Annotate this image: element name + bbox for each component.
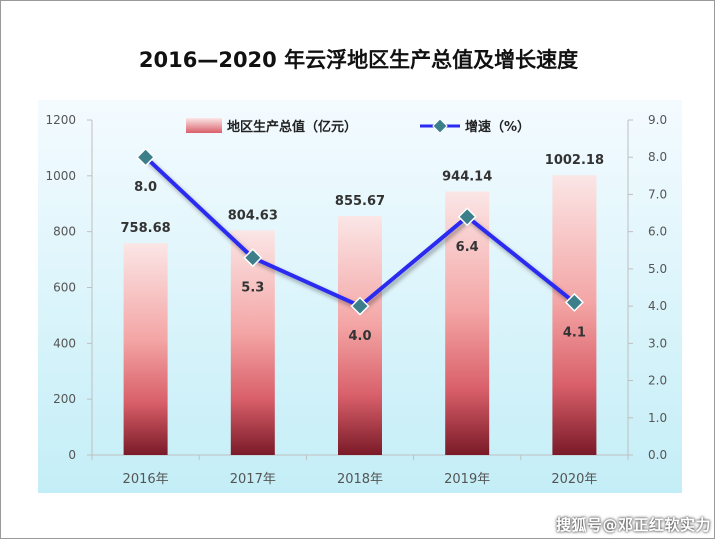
- right-axis-tick-label: 8.0: [648, 150, 667, 164]
- growth-data-label: 6.4: [456, 240, 479, 255]
- bar-series: [123, 175, 597, 456]
- left-axis-tick-label: 800: [53, 225, 76, 239]
- growth-marker: [243, 248, 263, 268]
- bar-data-label: 1002.18: [545, 153, 604, 168]
- left-axis-tick-label: 1200: [45, 113, 76, 127]
- left-axis: 0 200 400 600 800 1000 1200: [45, 113, 93, 462]
- watermark: 搜狐号@邓正红软实力: [555, 516, 711, 534]
- right-axis-tick-label: 1.0: [648, 411, 667, 425]
- growth-marker: [136, 147, 156, 167]
- legend-label-bar: 地区生产总值（亿元）: [227, 119, 357, 135]
- bar: [445, 191, 490, 455]
- legend-label-line: 增速（%）: [465, 119, 530, 135]
- growth-data-label: 4.1: [563, 325, 586, 340]
- bar: [230, 230, 275, 455]
- legend: 地区生产总值（亿元） 增速（%）: [186, 118, 530, 135]
- right-axis-tick-label: 2.0: [648, 374, 667, 388]
- growth-data-label: 5.3: [241, 281, 264, 296]
- growth-data-label: 8.0: [134, 180, 157, 195]
- growth-data-label: 4.0: [348, 329, 371, 344]
- right-axis-tick-label: 7.0: [648, 187, 667, 201]
- right-axis-tick-label: 4.0: [648, 299, 667, 313]
- left-axis-tick-label: 600: [53, 281, 76, 295]
- right-axis-tick-label: 9.0: [648, 113, 667, 127]
- x-axis-tick-label: 2019年: [444, 472, 490, 487]
- right-axis: 0.0 1.0 2.0 3.0 4.0 5.0 6.0 7.0 8.0 9.0: [627, 113, 667, 462]
- bar: [123, 243, 168, 455]
- chart-title: 2016—2020 年云浮地区生产总值及增长速度: [138, 48, 579, 72]
- legend-marker: [432, 118, 448, 134]
- left-axis-tick-label: 400: [53, 336, 76, 350]
- growth-marker: [350, 296, 370, 316]
- growth-marker: [457, 207, 477, 227]
- bar: [552, 175, 597, 456]
- x-axis-tick-label: 2016年: [123, 472, 169, 487]
- legend-swatch-bar: [186, 118, 222, 133]
- left-axis-tick-label: 200: [53, 392, 76, 406]
- bar-data-label: 855.67: [335, 194, 385, 209]
- line-labels: 8.0 5.3 4.0 6.4 4.1: [134, 180, 586, 344]
- bar-data-label: 944.14: [442, 169, 492, 184]
- right-axis-tick-label: 3.0: [648, 336, 667, 350]
- line-series: [136, 147, 584, 316]
- x-axis-tick-label: 2018年: [337, 472, 383, 487]
- x-axis-tick-label: 2020年: [551, 472, 597, 487]
- bar-data-label: 758.68: [121, 221, 171, 236]
- right-axis-tick-label: 6.0: [648, 225, 667, 239]
- bar-data-label: 804.63: [228, 208, 278, 223]
- right-axis-tick-label: 5.0: [648, 262, 667, 276]
- bar-labels: 758.68 804.63 855.67 944.14 1002.18: [121, 153, 604, 236]
- left-axis-tick-label: 1000: [45, 169, 76, 183]
- growth-marker: [564, 292, 584, 312]
- bar: [338, 216, 382, 455]
- left-axis-tick-label: 0: [68, 448, 76, 462]
- right-axis-tick-label: 0.0: [648, 448, 667, 462]
- x-axis-tick-label: 2017年: [230, 472, 276, 487]
